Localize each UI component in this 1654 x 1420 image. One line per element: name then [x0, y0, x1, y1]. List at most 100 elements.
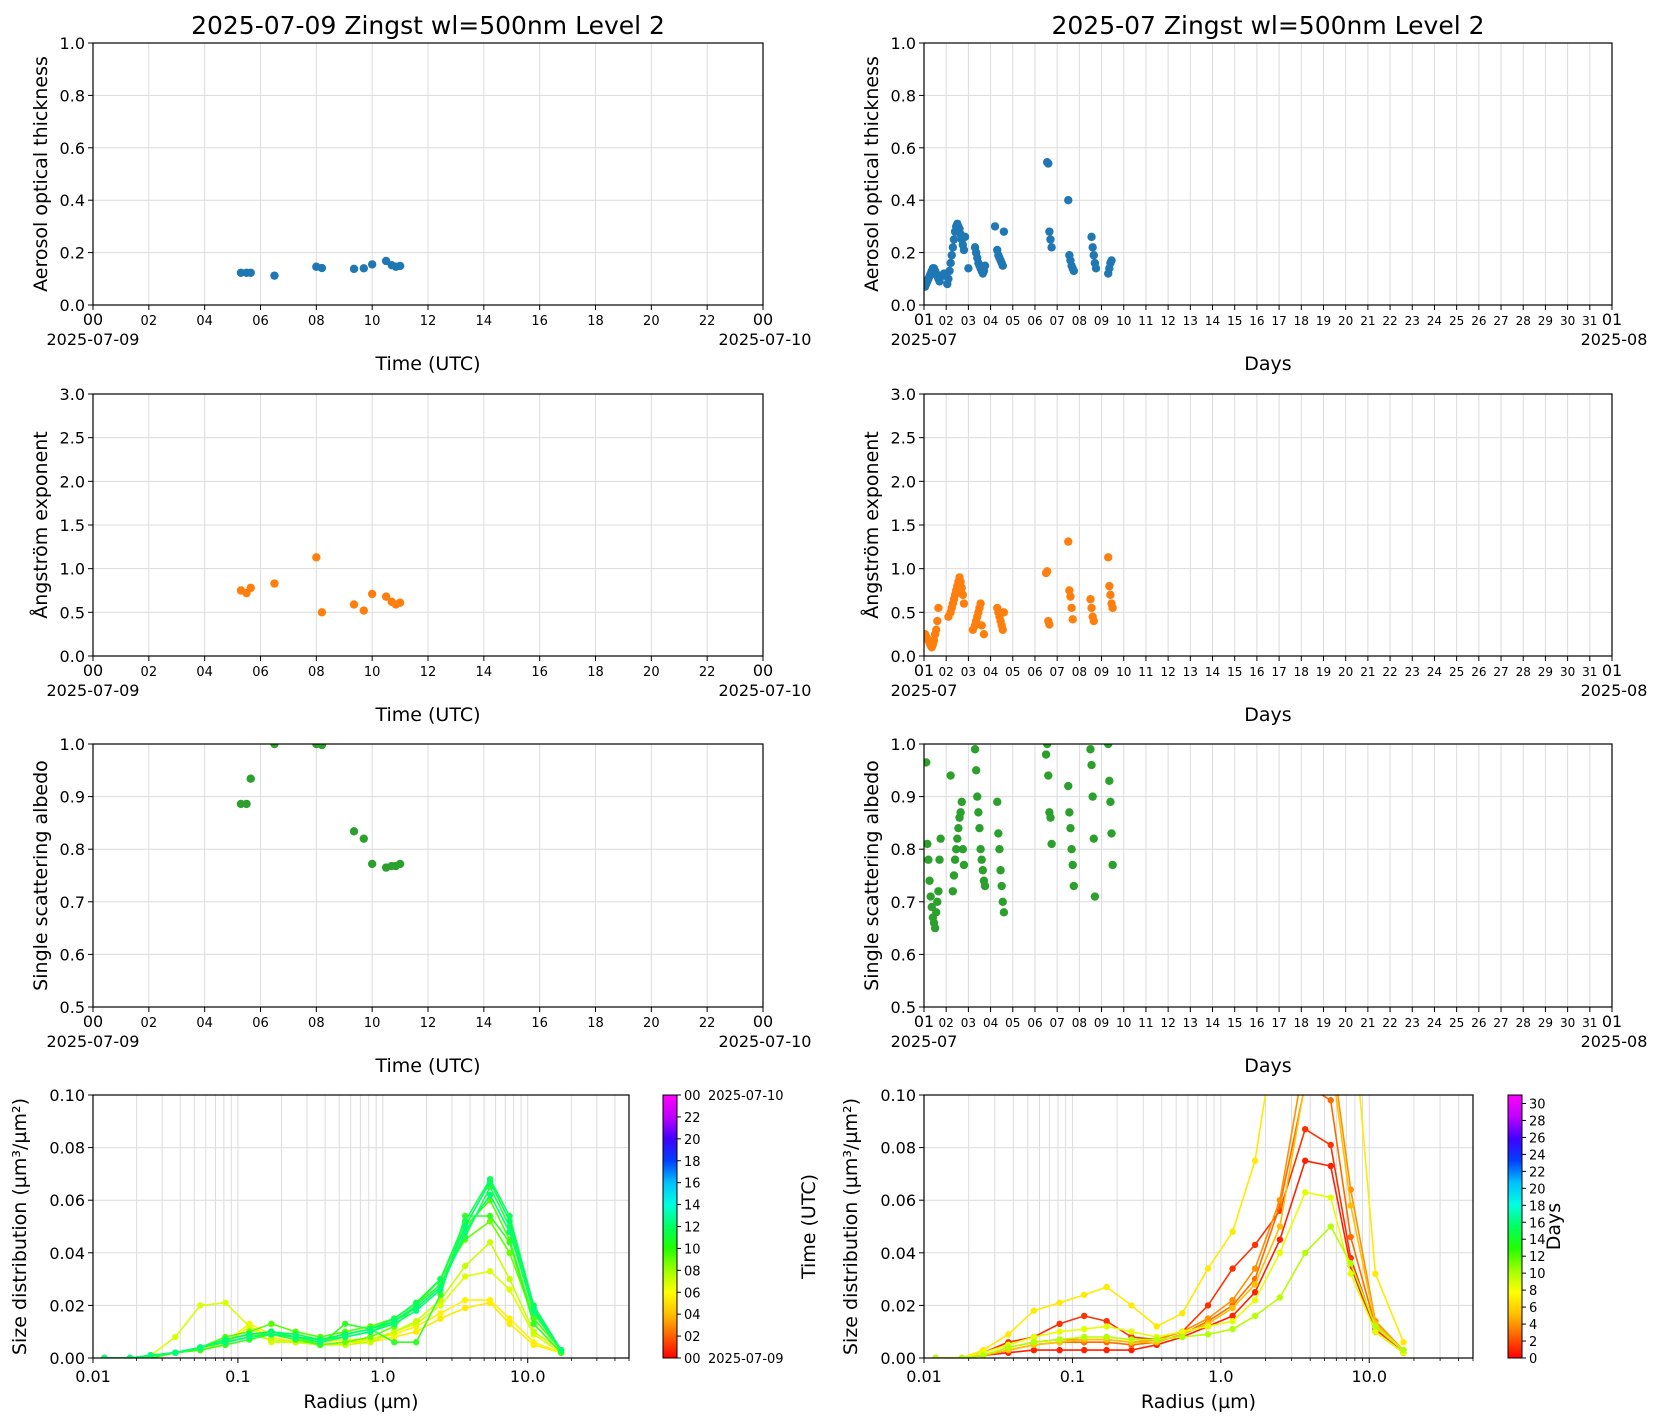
- x-tick-label: 00: [753, 661, 773, 680]
- data-point: [951, 845, 961, 854]
- x-tick-label: 23: [1405, 314, 1420, 328]
- series-point: [1005, 1331, 1012, 1338]
- x-tick-label: 22: [699, 665, 716, 680]
- series-point: [506, 1239, 513, 1246]
- y-tick-label: 1.5: [891, 516, 916, 535]
- series-point: [461, 1228, 469, 1235]
- colorbar-tick-label: 16: [684, 1177, 701, 1192]
- x-tick-label: 04: [983, 665, 998, 679]
- series-05.3: [101, 1299, 565, 1358]
- x-tick-label: 18: [1294, 314, 1309, 328]
- colorbar-bar: [1507, 1094, 1523, 1359]
- data-point: [978, 866, 988, 875]
- colorbar-tick-label: 00: [684, 1352, 701, 1367]
- y-tick-label: 0.00: [49, 1349, 85, 1368]
- series-point: [437, 1302, 444, 1309]
- grid: [92, 1094, 630, 1359]
- series-point: [1080, 1333, 1088, 1341]
- axes-frame: [923, 42, 1613, 306]
- data-point: [1104, 553, 1113, 562]
- x-tick-label: 18: [1294, 665, 1309, 679]
- y-tick-label: 0.6: [891, 945, 916, 964]
- data-point: [977, 621, 986, 630]
- colorbar-tick-label: 2: [1529, 1335, 1537, 1350]
- series-point: [1204, 1323, 1212, 1330]
- y-tick-label: 2.0: [891, 472, 916, 491]
- y-tick-label: 0.8: [891, 86, 916, 105]
- series-point: [506, 1275, 513, 1283]
- data-point: [1091, 264, 1101, 273]
- colorbar-label: Days: [1543, 1203, 1565, 1250]
- x-tick-label: 07: [1050, 314, 1065, 328]
- x-axis-label: Radius (µm): [303, 1391, 418, 1413]
- x-tick-label: 22: [1382, 1016, 1397, 1030]
- x-tick-label: 25: [1449, 665, 1464, 679]
- y-tick-label: 1.0: [60, 735, 85, 754]
- data-point: [1064, 781, 1073, 791]
- x-tick-label: 22: [1382, 665, 1397, 679]
- y-axis-label: Ångström exponent: [860, 431, 883, 619]
- grid: [92, 743, 764, 1008]
- x-tick-label: 28: [1516, 314, 1531, 328]
- x-tick-label: 16: [531, 314, 548, 329]
- series-point: [1030, 1346, 1038, 1354]
- y-tick-label: 0.5: [891, 603, 916, 622]
- colorbar-tick-label: 00: [684, 1089, 701, 1104]
- series-point: [1372, 1328, 1379, 1335]
- series-line: [935, 1191, 1404, 1358]
- x-tick-label: 21: [1360, 665, 1375, 679]
- data-point: [1108, 603, 1117, 613]
- x-tick-label: 14: [1205, 1016, 1220, 1030]
- y-tick-label: 0.06: [49, 1191, 85, 1210]
- colorbar-tick-label: 4: [1529, 1318, 1537, 1333]
- x-tick-label: 00: [83, 661, 103, 680]
- series-point: [413, 1339, 420, 1346]
- data-point: [997, 881, 1006, 891]
- x-tick-label: 14: [1205, 665, 1220, 679]
- colorbar-tick-label: 6: [1529, 1301, 1537, 1316]
- colorbar-bar: [662, 1094, 678, 1359]
- series-point: [1302, 934, 1308, 940]
- x-tick-label: 08: [1072, 314, 1087, 328]
- x-tick-label: 20: [1338, 1016, 1353, 1030]
- series-point: [1251, 1241, 1259, 1249]
- series-11.0: [101, 1191, 565, 1358]
- chart-day-size: 0.00 0.02 0.04 0.06 0.08 0.10 0.01 0.1 1.0 10.0 Ra…: [9, 1086, 820, 1413]
- series-point: [413, 1317, 420, 1325]
- data-point: [349, 827, 359, 836]
- x-tick-label: 01: [914, 661, 934, 680]
- y-tick-label: 0.7: [891, 893, 916, 912]
- series-point: [341, 1333, 349, 1341]
- data-point: [1047, 839, 1056, 849]
- series-point: [1056, 1336, 1063, 1343]
- colorbar-tick-label: 14: [684, 1199, 701, 1214]
- data-point: [1089, 616, 1098, 626]
- data-point: [932, 908, 941, 917]
- colorbar-tick-label: 24: [1529, 1148, 1546, 1163]
- y-tick-label: 2.0: [60, 472, 85, 491]
- data-point: [945, 266, 954, 276]
- x-tick-label: 23: [1405, 1016, 1420, 1030]
- series-point: [1030, 1307, 1038, 1314]
- series-point: [268, 1331, 275, 1338]
- data-point: [934, 603, 943, 613]
- data-point: [395, 859, 405, 869]
- x-tick-label: 27: [1493, 1016, 1508, 1030]
- data-point: [270, 744, 279, 749]
- x-tick-label: 04: [983, 314, 998, 328]
- x-tick-label: 22: [699, 1016, 716, 1031]
- y-tick-label: 0.08: [49, 1139, 85, 1158]
- x-tick-label: 01: [1602, 310, 1622, 329]
- data-point: [246, 774, 255, 783]
- data-point: [1042, 567, 1052, 576]
- series-point: [1372, 1323, 1379, 1330]
- x-tick-label: 07: [1050, 665, 1065, 679]
- x-tick-label: 20: [643, 665, 660, 680]
- series-point: [1347, 1260, 1354, 1267]
- x-tick-label: 14: [1205, 314, 1220, 328]
- x-tick-label: 16: [531, 1016, 548, 1031]
- series-point: [1128, 1336, 1135, 1343]
- data-point: [1086, 595, 1095, 604]
- data-point: [956, 808, 965, 817]
